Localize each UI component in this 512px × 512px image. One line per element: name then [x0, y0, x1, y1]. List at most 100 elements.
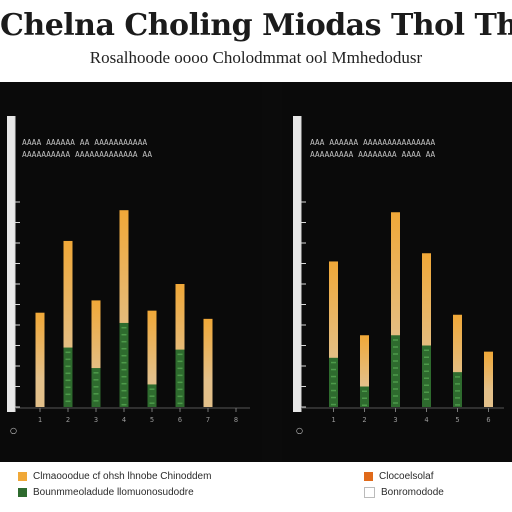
- bar-texture: [121, 368, 127, 371]
- bar-segment-green: [63, 347, 73, 407]
- bar-texture: [121, 396, 127, 399]
- bar-segment-green: [329, 357, 338, 407]
- x-tick-label: 7: [206, 416, 210, 424]
- bar-texture: [331, 396, 336, 399]
- legend-row: Bonromodode: [364, 484, 504, 500]
- bar-texture: [331, 403, 336, 406]
- bar-texture: [424, 384, 429, 386]
- bar-texture: [393, 374, 398, 376]
- bar-texture: [121, 361, 127, 364]
- x-tick-label: 4: [122, 416, 126, 424]
- bar-texture: [424, 363, 429, 365]
- bar-texture: [93, 386, 99, 388]
- bar-total: [203, 318, 213, 407]
- bar-texture: [177, 374, 183, 377]
- bar-texture: [65, 351, 71, 354]
- panel-heading-line1: AAAA AAAAAA AA AAAAAAAAAAA: [22, 138, 148, 147]
- chart-title: Chelna Choling Miodas Thol The Ch: [0, 8, 512, 43]
- x-tick-label: 5: [150, 416, 154, 424]
- bar-texture: [455, 376, 460, 378]
- bar-segment-green: [360, 386, 369, 407]
- x-tick-label: 3: [393, 416, 397, 424]
- x-tick-label: 8: [234, 416, 238, 424]
- legend-swatch-icon: [18, 471, 27, 481]
- bar-texture: [177, 360, 183, 363]
- bar-texture: [65, 386, 71, 389]
- bar-texture: [65, 372, 71, 375]
- bar-texture: [149, 402, 155, 404]
- bar-total: [91, 300, 101, 407]
- x-tick-label: 1: [331, 416, 335, 424]
- bar-texture: [424, 370, 429, 372]
- bar-texture: [177, 395, 183, 398]
- bar-total: [360, 335, 369, 407]
- bar-texture: [121, 340, 127, 343]
- x-tick-label: 1: [38, 416, 42, 424]
- bar-texture: [393, 395, 398, 397]
- origin-marker-icon: ○: [10, 426, 17, 435]
- bar-texture: [65, 393, 71, 396]
- bar-total: [484, 351, 493, 407]
- bar-texture: [362, 397, 367, 399]
- bar-total: [453, 314, 462, 407]
- bar-texture: [177, 402, 183, 405]
- bar-texture: [121, 389, 127, 392]
- bar-total: [35, 312, 45, 407]
- bar-texture: [121, 382, 127, 385]
- bar-texture: [93, 379, 99, 381]
- bar-chart-right: 1 2 3 4 5 6 ○: [293, 116, 504, 435]
- bar-texture: [93, 372, 99, 374]
- bar-texture: [121, 403, 127, 406]
- bar-texture: [65, 400, 71, 403]
- panel-heading-line2: AAAAAAAAA AAAAAAAA AAAA AA: [310, 150, 436, 159]
- bar-segment-green: [422, 345, 431, 407]
- bar-texture: [455, 390, 460, 392]
- bar-texture: [121, 333, 127, 336]
- bar-texture: [362, 390, 367, 392]
- chart-panel-right: AAA AAAAAA AAAAAAAAAAAAAAA AAAAAAAAA AAA…: [282, 82, 512, 462]
- bar-segment-green: [453, 372, 462, 407]
- chart-subtitle: Rosalhoode oooo Cholodmmat ool Mmhedodus…: [89, 48, 423, 67]
- bar-texture: [65, 365, 71, 368]
- y-axis-strip: [293, 116, 301, 412]
- origin-marker-icon: ○: [296, 426, 303, 435]
- bar-texture: [121, 347, 127, 350]
- legend-row: Clocoelsolaf: [364, 468, 504, 484]
- x-tick-label: 6: [486, 416, 490, 424]
- x-tick-label: 2: [66, 416, 70, 424]
- legend-row: Bounmmeoladude llomuonosudodre: [18, 484, 288, 500]
- x-tick-label: 6: [178, 416, 182, 424]
- bar-texture: [149, 388, 155, 390]
- bar-texture: [121, 354, 127, 357]
- bar-texture: [177, 353, 183, 356]
- bar-texture: [93, 393, 99, 395]
- bar-texture: [149, 395, 155, 397]
- bar-texture: [393, 402, 398, 404]
- bar-segment-green: [175, 349, 185, 407]
- bar-texture: [455, 404, 460, 406]
- y-axis-strip: [7, 116, 15, 412]
- bar-texture: [393, 381, 398, 383]
- bar-texture: [121, 375, 127, 378]
- legend-right: Clocoelsolaf Bonromodode: [364, 468, 504, 508]
- bar-texture: [424, 391, 429, 393]
- bar-total: [329, 261, 338, 407]
- bar-total: [391, 212, 400, 407]
- legend-swatch-icon: [18, 487, 27, 497]
- bar-texture: [393, 346, 398, 348]
- bar-texture: [331, 389, 336, 392]
- bar-texture: [331, 375, 336, 378]
- bar-texture: [393, 360, 398, 362]
- bar-texture: [177, 381, 183, 384]
- bar-texture: [177, 367, 183, 370]
- bar-texture: [65, 379, 71, 382]
- bar-texture: [455, 383, 460, 385]
- bar-chart-left: 1 2 3 4 5 6 7 8 ○: [7, 116, 250, 435]
- bar-texture: [362, 404, 367, 406]
- bar-texture: [393, 367, 398, 369]
- legend-left: Clmaooodue cf ohsh lhnobe Chinoddem Boun…: [18, 468, 288, 508]
- bar-texture: [331, 361, 336, 364]
- x-tick-label: 2: [362, 416, 366, 424]
- legend-row: Clmaooodue cf ohsh lhnobe Chinoddem: [18, 468, 288, 484]
- legend-label: Bounmmeoladude llomuonosudodre: [33, 486, 194, 498]
